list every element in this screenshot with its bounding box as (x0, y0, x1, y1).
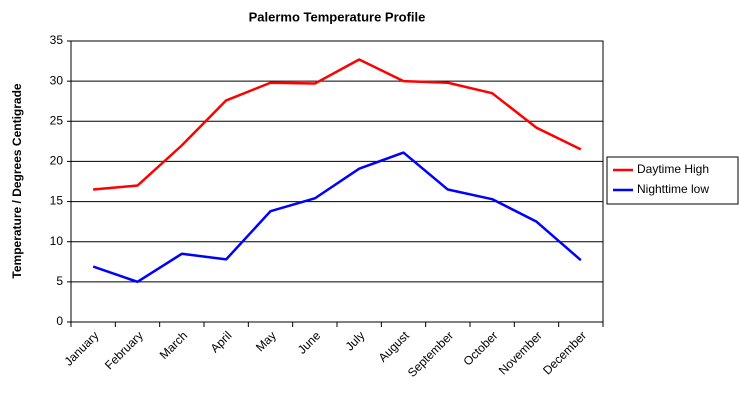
x-tick-label: December (540, 328, 589, 377)
line-series (93, 58, 582, 191)
legend-label: Nighttime low (637, 182, 709, 196)
y-tick-label: 25 (50, 113, 64, 127)
y-tick-label: 35 (50, 33, 64, 47)
plot-border (70, 40, 604, 323)
x-tick-label: July (343, 328, 368, 353)
x-tick-label: October (460, 328, 500, 368)
y-tick-label: 15 (50, 194, 64, 208)
x-tick-label: February (102, 328, 146, 372)
x-tick-label: March (157, 328, 190, 361)
y-tick-label: 5 (56, 274, 63, 288)
x-tick-label: June (295, 328, 324, 357)
y-axis-label: Temperature / Degrees Centigrade (10, 83, 24, 279)
x-tick-label: April (208, 328, 235, 355)
x-tick-label: January (61, 328, 101, 368)
line-series (92, 151, 582, 284)
y-tick-label: 0 (56, 314, 63, 328)
y-tick-label: 30 (50, 73, 64, 87)
x-tick-label: August (376, 328, 413, 365)
legend-label: Daytime High (637, 162, 709, 176)
y-tick-label: 20 (50, 154, 64, 168)
y-tick-label: 10 (50, 234, 64, 248)
x-tick-label: November (496, 328, 545, 377)
x-tick-label: September (405, 328, 456, 379)
chart-title: Palermo Temperature Profile (249, 9, 426, 24)
legend-box (606, 156, 739, 205)
x-tick-label: May (253, 328, 279, 354)
